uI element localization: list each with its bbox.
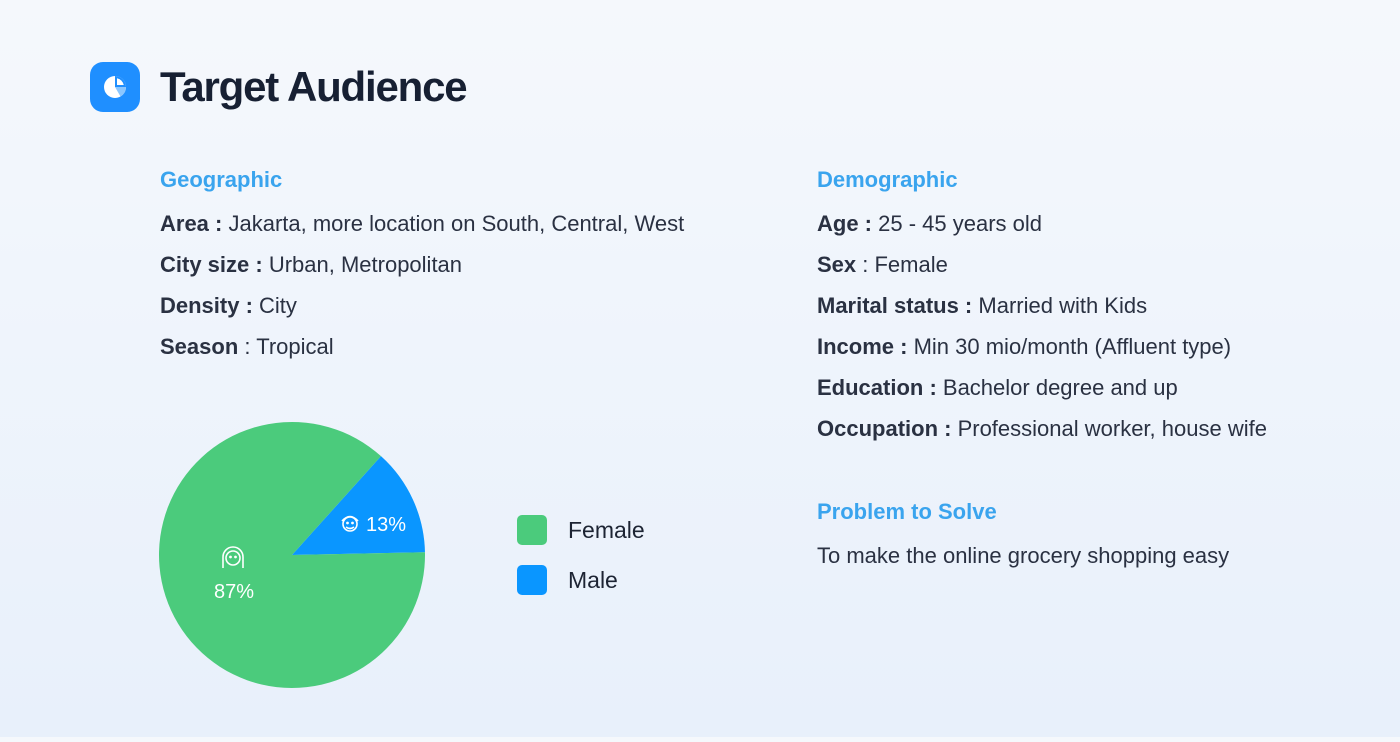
demographic-row: Education : Bachelor degree and up	[817, 367, 1267, 408]
row-label: Season	[160, 334, 239, 359]
geographic-row: Season : Tropical	[160, 326, 684, 367]
row-value: Married with Kids	[972, 293, 1148, 318]
pie-label-male: 13%	[366, 514, 406, 536]
row-value: : Tropical	[238, 334, 334, 359]
row-label: Occupation :	[817, 416, 952, 441]
row-label: Education :	[817, 375, 937, 400]
geographic-row: Density : City	[160, 285, 684, 326]
demographic-row: Income : Min 30 mio/month (Affluent type…	[817, 326, 1267, 367]
row-label: City size :	[160, 252, 263, 277]
legend-swatch-female	[517, 515, 547, 545]
row-value: Urban, Metropolitan	[262, 252, 463, 277]
row-value: 25 - 45 years old	[872, 211, 1042, 236]
legend-swatch-male	[517, 565, 547, 595]
pie-slice-female	[159, 421, 425, 688]
demographic-row: Age : 25 - 45 years old	[817, 203, 1267, 244]
demographic-section: Demographic Age : 25 - 45 years old Sex …	[817, 162, 1267, 449]
pie-svg: 87% 13%	[159, 421, 425, 688]
problem-text: To make the online grocery shopping easy	[817, 543, 1230, 568]
pie-chart-icon	[90, 62, 140, 112]
row-label: Age :	[817, 211, 872, 236]
legend-item-male: Male	[517, 565, 618, 595]
pie-slice-male	[292, 456, 425, 555]
page-title: Target Audience	[160, 63, 468, 110]
row-label: Sex	[817, 252, 857, 277]
geographic-title: Geographic	[160, 167, 283, 192]
problem-section: Problem to Solve To make the online groc…	[817, 494, 1229, 576]
legend-label-female: Female	[568, 516, 645, 543]
row-value: Professional worker, house wife	[951, 416, 1267, 441]
row-value: City	[252, 293, 297, 318]
row-label: Income :	[817, 334, 908, 359]
row-label: Marital status :	[817, 293, 973, 318]
geographic-section: Geographic Area : Jakarta, more location…	[160, 162, 684, 367]
row-value: : Female	[856, 252, 948, 277]
demographic-row: Sex : Female	[817, 244, 1267, 285]
legend-item-female: Female	[517, 515, 645, 545]
row-label: Density :	[160, 293, 253, 318]
header: Target Audience	[90, 62, 468, 112]
demographic-row: Occupation : Professional worker, house …	[817, 408, 1267, 449]
pie-label-female: 87%	[214, 581, 254, 603]
geographic-row: Area : Jakarta, more location on South, …	[160, 203, 684, 244]
row-value: Bachelor degree and up	[936, 375, 1178, 400]
row-value: Jakarta, more location on South, Central…	[222, 211, 685, 236]
row-label: Area :	[160, 211, 223, 236]
row-value: Min 30 mio/month (Affluent type)	[907, 334, 1232, 359]
demographic-row: Marital status : Married with Kids	[817, 285, 1267, 326]
legend-label-male: Male	[568, 566, 618, 593]
geographic-row: City size : Urban, Metropolitan	[160, 244, 684, 285]
problem-title: Problem to Solve	[817, 499, 997, 524]
gender-pie-chart: 87% 13% Female Male	[0, 400, 700, 737]
female-face-icon	[222, 546, 244, 568]
demographic-title: Demographic	[817, 167, 958, 192]
male-face-icon	[341, 515, 359, 532]
